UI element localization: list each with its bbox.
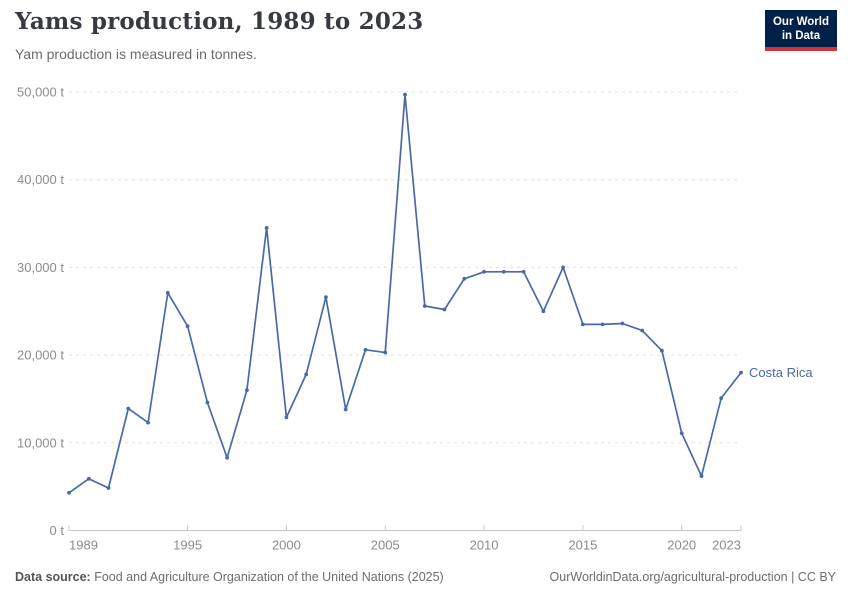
data-point[interactable] [383,350,388,355]
data-point[interactable] [165,290,170,295]
data-point[interactable] [225,455,230,460]
data-source: Data source: Food and Agriculture Organi… [15,570,444,584]
data-source-text: Food and Agriculture Organization of the… [90,570,444,584]
data-point[interactable] [660,348,664,353]
series-line[interactable] [68,93,742,494]
data-point[interactable] [324,295,328,300]
owid-logo[interactable]: Our World in Data [764,10,837,51]
data-point[interactable] [422,304,427,308]
owid-logo-line1: Our World [772,16,829,28]
data-point[interactable] [521,269,526,274]
chart-subtitle: Yam production is measured in tonnes. [15,46,257,62]
data-point[interactable] [264,226,269,230]
data-point[interactable] [541,309,546,314]
data-point[interactable] [600,322,605,327]
data-point[interactable] [640,328,645,333]
y-tick-label: 20,000 t [17,348,64,363]
owid-logo-line2: in Data [781,30,821,42]
y-tick-label: 10,000 t [17,435,64,450]
data-point[interactable] [462,276,467,281]
data-point[interactable] [67,490,71,495]
data-point[interactable] [86,476,91,481]
data-point[interactable] [739,370,743,375]
y-tick-label: 0 t [50,523,65,538]
data-point[interactable] [561,265,565,270]
data-point[interactable] [581,322,585,327]
data-point[interactable] [245,388,249,393]
data-point[interactable] [185,324,190,329]
x-tick-label: 2015 [568,538,597,553]
y-tick-label: 50,000 t [17,85,64,100]
data-point[interactable] [343,407,348,412]
data-point[interactable] [403,92,407,97]
x-tick-label: 1995 [173,538,202,553]
x-tick-label: 1989 [69,538,98,553]
chart-footer: Data source: Food and Agriculture Organi… [0,570,850,584]
data-point[interactable] [146,420,151,425]
data-point[interactable] [205,400,210,405]
data-point[interactable] [106,486,111,490]
x-tick-label: 2023 [712,538,741,553]
x-tick-label: 2000 [272,538,301,553]
data-point[interactable] [304,372,309,377]
data-point[interactable] [501,269,506,274]
data-source-label: Data source: [15,570,91,584]
data-point[interactable] [620,321,625,326]
data-point[interactable] [284,415,289,420]
chart-svg: 0 t 10,000 t 20,000 t 30,000 t 40,000 t 50,00… [17,85,813,553]
x-tick-label: 2020 [667,538,696,553]
data-point[interactable] [679,431,684,436]
y-tick-label: 40,000 t [17,172,64,187]
series-label: Costa Rica [749,365,813,380]
x-tick-label: 2010 [470,538,499,553]
data-point[interactable] [482,269,486,274]
page-title: Yams production, 1989 to 2023 [15,8,424,35]
x-tick-label: 2005 [371,538,400,553]
data-point[interactable] [719,396,724,400]
y-tick-label: 30,000 t [17,260,64,275]
line-chart: 0 t 10,000 t 20,000 t 30,000 t 40,000 t 50,00… [17,85,813,553]
data-point[interactable] [442,307,447,312]
data-point[interactable] [126,406,131,411]
footer-links: OurWorldinData.org/agricultural-producti… [550,570,836,584]
owid-url-link[interactable]: OurWorldinData.org/agricultural-producti… [549,570,836,584]
data-point[interactable] [363,347,368,352]
data-point[interactable] [699,474,704,478]
